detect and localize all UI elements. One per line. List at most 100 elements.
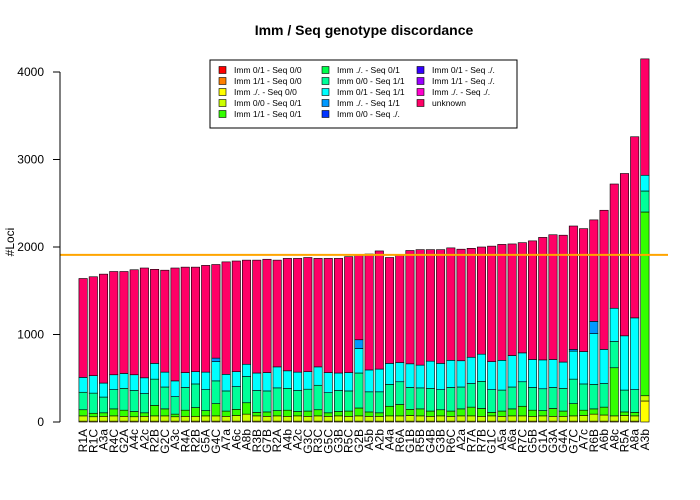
bar-segment xyxy=(293,390,303,412)
bar-segment xyxy=(374,368,384,393)
bar-segment xyxy=(180,372,190,388)
bar-segment xyxy=(129,416,139,422)
bar-segment xyxy=(425,410,435,417)
bar-segment xyxy=(344,416,354,422)
bar-segment xyxy=(640,174,650,192)
bar-segment xyxy=(333,390,343,412)
bar-segment xyxy=(180,266,190,373)
bar-segment xyxy=(211,403,221,417)
bar-segment xyxy=(405,409,415,416)
bar-segment xyxy=(99,416,109,422)
bar-segment xyxy=(139,377,149,394)
x-tick-label: R6C xyxy=(444,429,458,453)
x-tick-label: G3B xyxy=(434,429,448,453)
bar-segment xyxy=(211,361,221,382)
bar-segment xyxy=(487,245,497,362)
bar-segment xyxy=(609,183,619,309)
bar-segment xyxy=(589,384,599,410)
bar-segment xyxy=(231,260,241,372)
x-tick-label: A7c xyxy=(577,429,591,450)
bar-segment xyxy=(619,411,629,416)
x-tick-label: G5C xyxy=(321,429,335,454)
bar-segment xyxy=(579,228,589,352)
bar-segment xyxy=(364,416,374,422)
bar-segment xyxy=(160,408,170,417)
bar-segment xyxy=(129,390,139,412)
x-tick-label: G2A xyxy=(117,429,131,453)
bar-segment xyxy=(497,244,507,361)
bar-segment xyxy=(538,410,548,417)
x-tick-label: R1A xyxy=(76,429,90,452)
bar-segment xyxy=(517,405,527,417)
bar-segment xyxy=(201,415,211,422)
bar-segment xyxy=(528,387,538,411)
legend-label: Imm 0/0 - Seq ./. xyxy=(337,109,400,119)
bar-segment xyxy=(364,391,374,413)
bar-segment xyxy=(374,250,384,370)
bar-segment xyxy=(190,416,200,422)
x-tick-label: R6B xyxy=(587,429,601,452)
bar-segment xyxy=(231,409,241,416)
bar-segment xyxy=(579,351,589,385)
bar-segment xyxy=(405,387,415,410)
legend-swatch xyxy=(218,77,227,85)
x-tick-label: A6c xyxy=(229,429,243,450)
legend-swatch xyxy=(218,66,227,74)
x-tick-label: R5B xyxy=(413,429,427,452)
bar-segment xyxy=(405,363,415,388)
bar-segment xyxy=(619,389,629,413)
bar-segment xyxy=(272,410,282,417)
bar-segment xyxy=(231,371,241,387)
bar-segment xyxy=(568,403,578,417)
bar-segment xyxy=(323,416,333,422)
bar-segment xyxy=(568,225,578,350)
bar-segment xyxy=(395,255,405,363)
legend-label: Imm 0/1 - Seq ./. xyxy=(432,65,495,75)
legend-label: Imm 0/0 - Seq 0/1 xyxy=(234,98,302,108)
bar-segment xyxy=(385,415,395,422)
bar-segment xyxy=(313,366,323,386)
bar-segment xyxy=(446,387,456,412)
bar-segment xyxy=(160,386,170,410)
bar-segment xyxy=(415,364,425,389)
bar-segment xyxy=(333,415,343,422)
bar-segment xyxy=(88,392,98,414)
bar-segment xyxy=(88,412,98,418)
bar-segment xyxy=(517,352,527,383)
bar-segment xyxy=(374,416,384,422)
bar-segment xyxy=(466,356,476,384)
bar-segment xyxy=(589,219,599,322)
bar-segment xyxy=(466,415,476,422)
bar-segment xyxy=(170,413,180,418)
bar-segment xyxy=(568,350,578,380)
bar-segment xyxy=(476,381,486,409)
x-tick-label: A3c xyxy=(168,429,182,450)
bar-segment xyxy=(630,389,640,413)
x-tick-label: R3C xyxy=(311,429,325,453)
bar-segment xyxy=(395,381,405,405)
bar-segment xyxy=(252,372,262,391)
bar-segment xyxy=(180,409,190,417)
x-tick-label: R1C xyxy=(86,429,100,453)
bar-segment xyxy=(589,321,599,334)
x-tick-label: G2B xyxy=(352,429,366,453)
bar-segment xyxy=(385,363,395,385)
bar-segment xyxy=(619,415,629,422)
bar-segment xyxy=(589,333,599,385)
bar-segment xyxy=(385,257,395,364)
bar-segment xyxy=(487,361,497,390)
bar-segment xyxy=(109,374,119,390)
bar-segment xyxy=(242,402,252,415)
legend-swatch xyxy=(218,110,227,118)
bar-segment xyxy=(497,389,507,412)
bar-segment xyxy=(487,389,497,413)
bar-segment xyxy=(129,411,139,418)
bar-segment xyxy=(242,363,252,377)
bar-segment xyxy=(425,360,435,389)
bar-segment xyxy=(385,384,395,407)
bar-segment xyxy=(364,369,374,393)
x-tick-label: R4C xyxy=(107,429,121,453)
bar-segment xyxy=(354,372,364,409)
bar-segment xyxy=(507,415,517,422)
